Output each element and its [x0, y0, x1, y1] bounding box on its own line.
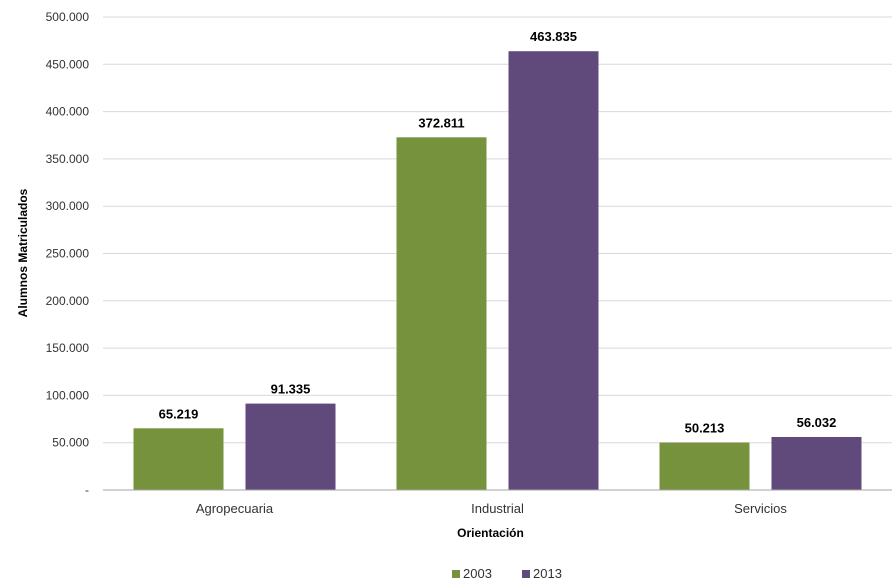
legend-label: 2003 — [463, 566, 492, 580]
y-tick-label: 100.000 — [46, 388, 90, 402]
y-tick-label: 200.000 — [46, 294, 90, 308]
y-tick-label: 500.000 — [46, 10, 90, 24]
data-label: 372.811 — [418, 115, 464, 130]
y-tick-label: - — [85, 483, 89, 497]
y-tick-label: 300.000 — [46, 199, 90, 213]
data-labels: 65.219 91.335 372.811 463.835 50.213 56.032 — [159, 29, 837, 435]
bar-2003-servicios — [659, 442, 750, 490]
legend-swatch — [522, 570, 530, 578]
data-label: 50.213 — [685, 420, 725, 435]
y-tick-label: 400.000 — [46, 105, 90, 119]
y-tick-label: 250.000 — [46, 247, 90, 261]
data-label: 56.032 — [797, 415, 837, 430]
bars — [133, 51, 862, 490]
bar-2003-agropecuaria — [133, 428, 224, 490]
data-label: 65.219 — [159, 406, 199, 421]
bar-2013-servicios — [771, 436, 862, 490]
y-axis-ticks: - 50.000 100.000 150.000 200.000 250.000 300.0… — [46, 10, 90, 497]
y-tick-label: 350.000 — [46, 152, 90, 166]
legend-label: 2013 — [533, 566, 562, 580]
bar-2013-industrial — [508, 51, 599, 490]
gridlines — [103, 16, 892, 444]
data-label: 91.335 — [271, 382, 311, 397]
data-label: 463.835 — [530, 29, 577, 44]
bar-2003-industrial — [396, 137, 487, 490]
bar-2013-agropecuaria — [245, 403, 336, 490]
y-tick-label: 450.000 — [46, 57, 90, 71]
x-category-label: Servicios — [734, 501, 787, 516]
x-axis-categories: Agropecuaria Industrial Servicios — [196, 501, 788, 516]
x-category-label: Industrial — [471, 501, 524, 516]
x-category-label: Agropecuaria — [196, 501, 274, 516]
legend-swatch — [452, 570, 460, 578]
legend: 2003 2013 — [452, 566, 562, 580]
y-axis-title: Alumnos Matriculados — [16, 188, 30, 317]
y-tick-label: 150.000 — [46, 341, 90, 355]
y-tick-label: 50.000 — [52, 436, 89, 450]
x-axis-title: Orientación — [457, 526, 524, 540]
